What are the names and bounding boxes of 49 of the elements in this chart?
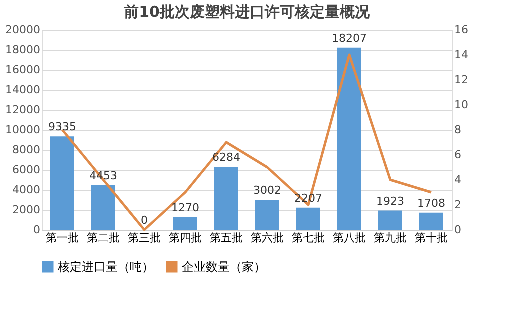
y2-tick-label: 8 <box>454 124 462 136</box>
y2-tick-label: 6 <box>454 148 462 162</box>
bar <box>174 217 198 230</box>
y2-tick-label: 16 <box>454 24 468 36</box>
x-tick-label: 第四批 <box>169 232 202 244</box>
bar <box>296 208 320 230</box>
y2-tick-label: 12 <box>454 74 468 86</box>
data-label: 1270 <box>172 201 200 214</box>
x-tick-label: 第八批 <box>333 232 366 244</box>
data-label: 1923 <box>376 194 404 208</box>
y-tick-label: 14000 <box>6 84 40 96</box>
data-label: 3002 <box>254 184 282 197</box>
x-tick-label: 第五批 <box>210 232 243 244</box>
data-label: 0 <box>141 214 148 227</box>
bar <box>214 167 238 230</box>
y2-tick-label: 0 <box>454 224 462 236</box>
y-tick-label: 10000 <box>6 124 40 136</box>
x-tick-label: 第六批 <box>251 232 284 244</box>
y-tick-label: 0 <box>34 224 40 236</box>
x-tick-label: 第九批 <box>374 232 407 244</box>
y2-tick-label: 2 <box>454 198 462 212</box>
bar <box>378 210 402 230</box>
y2-tick-label: 10 <box>454 98 468 112</box>
y2-tick-label: 14 <box>454 48 468 62</box>
y-tick-label: 18000 <box>6 44 40 56</box>
y-tick-label: 6000 <box>12 164 40 176</box>
data-label: 18207 <box>332 32 367 45</box>
bar <box>256 200 280 230</box>
y-tick-label: 12000 <box>6 104 40 116</box>
x-tick-label: 第七批 <box>292 232 325 244</box>
x-tick-label: 第一批 <box>46 232 79 244</box>
bar <box>92 185 116 230</box>
x-tick-label: 第十批 <box>415 232 448 244</box>
data-label: 9335 <box>48 120 76 134</box>
y-tick-label: 2000 <box>12 204 40 216</box>
y-tick-label: 16000 <box>6 64 40 76</box>
y-tick-label: 4000 <box>12 184 40 196</box>
bar <box>50 136 74 230</box>
x-tick-label: 第三批 <box>128 232 161 244</box>
bar <box>338 48 362 230</box>
x-tick-label: 第二批 <box>87 232 120 244</box>
y-tick-label: 20000 <box>6 24 40 36</box>
data-label: 1708 <box>418 196 446 210</box>
y2-tick-label: 4 <box>454 174 462 186</box>
bar <box>420 212 444 230</box>
chart-title: 前10批次废塑料进口许可核定量概况 <box>123 3 371 21</box>
legend-label: 企业数量（家） <box>182 260 266 274</box>
legend-label: 核定进口量（吨） <box>57 260 154 274</box>
y-tick-label: 8000 <box>12 144 40 156</box>
